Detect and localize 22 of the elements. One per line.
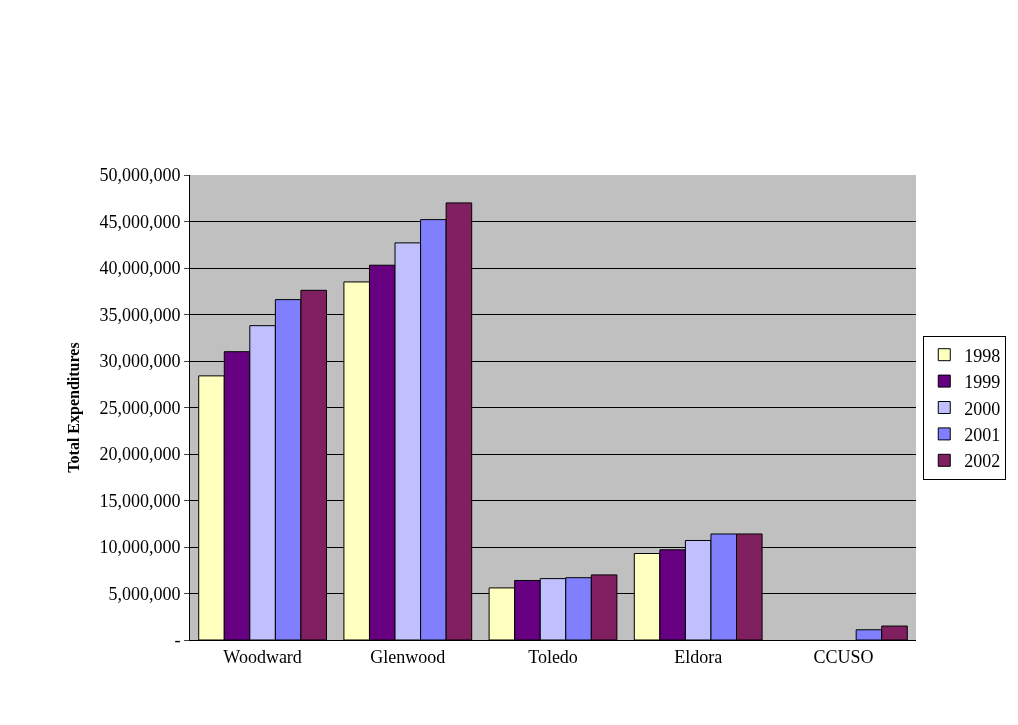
- y-axis-title: Total Expenditures: [65, 342, 84, 473]
- x-tick-label: Woodward: [223, 646, 302, 667]
- legend-label: 1998: [964, 345, 1001, 366]
- legend-label: 2002: [964, 451, 1001, 472]
- x-tick-label: Glenwood: [370, 646, 446, 667]
- y-tick-label: -: [174, 630, 181, 651]
- y-tick-label: 40,000,000: [99, 258, 181, 279]
- y-tick-label: 25,000,000: [99, 397, 181, 418]
- legend-label: 1999: [964, 372, 1001, 393]
- y-tick-label: 20,000,000: [99, 444, 181, 465]
- y-tick-label: 50,000,000: [99, 165, 181, 186]
- y-tick-label: 45,000,000: [99, 211, 181, 232]
- y-tick-label: 30,000,000: [99, 351, 181, 372]
- legend-label: 2001: [964, 424, 1001, 445]
- y-tick-label: 10,000,000: [99, 537, 181, 558]
- y-tick-label: 5,000,000: [108, 583, 181, 604]
- legend-label: 2000: [964, 398, 1001, 419]
- y-tick-label: 35,000,000: [99, 304, 181, 325]
- x-tick-label: CCUSO: [813, 646, 874, 667]
- x-tick-label: Toledo: [528, 646, 578, 667]
- x-tick-label: Eldora: [674, 646, 723, 667]
- y-tick-label: 15,000,000: [99, 490, 181, 511]
